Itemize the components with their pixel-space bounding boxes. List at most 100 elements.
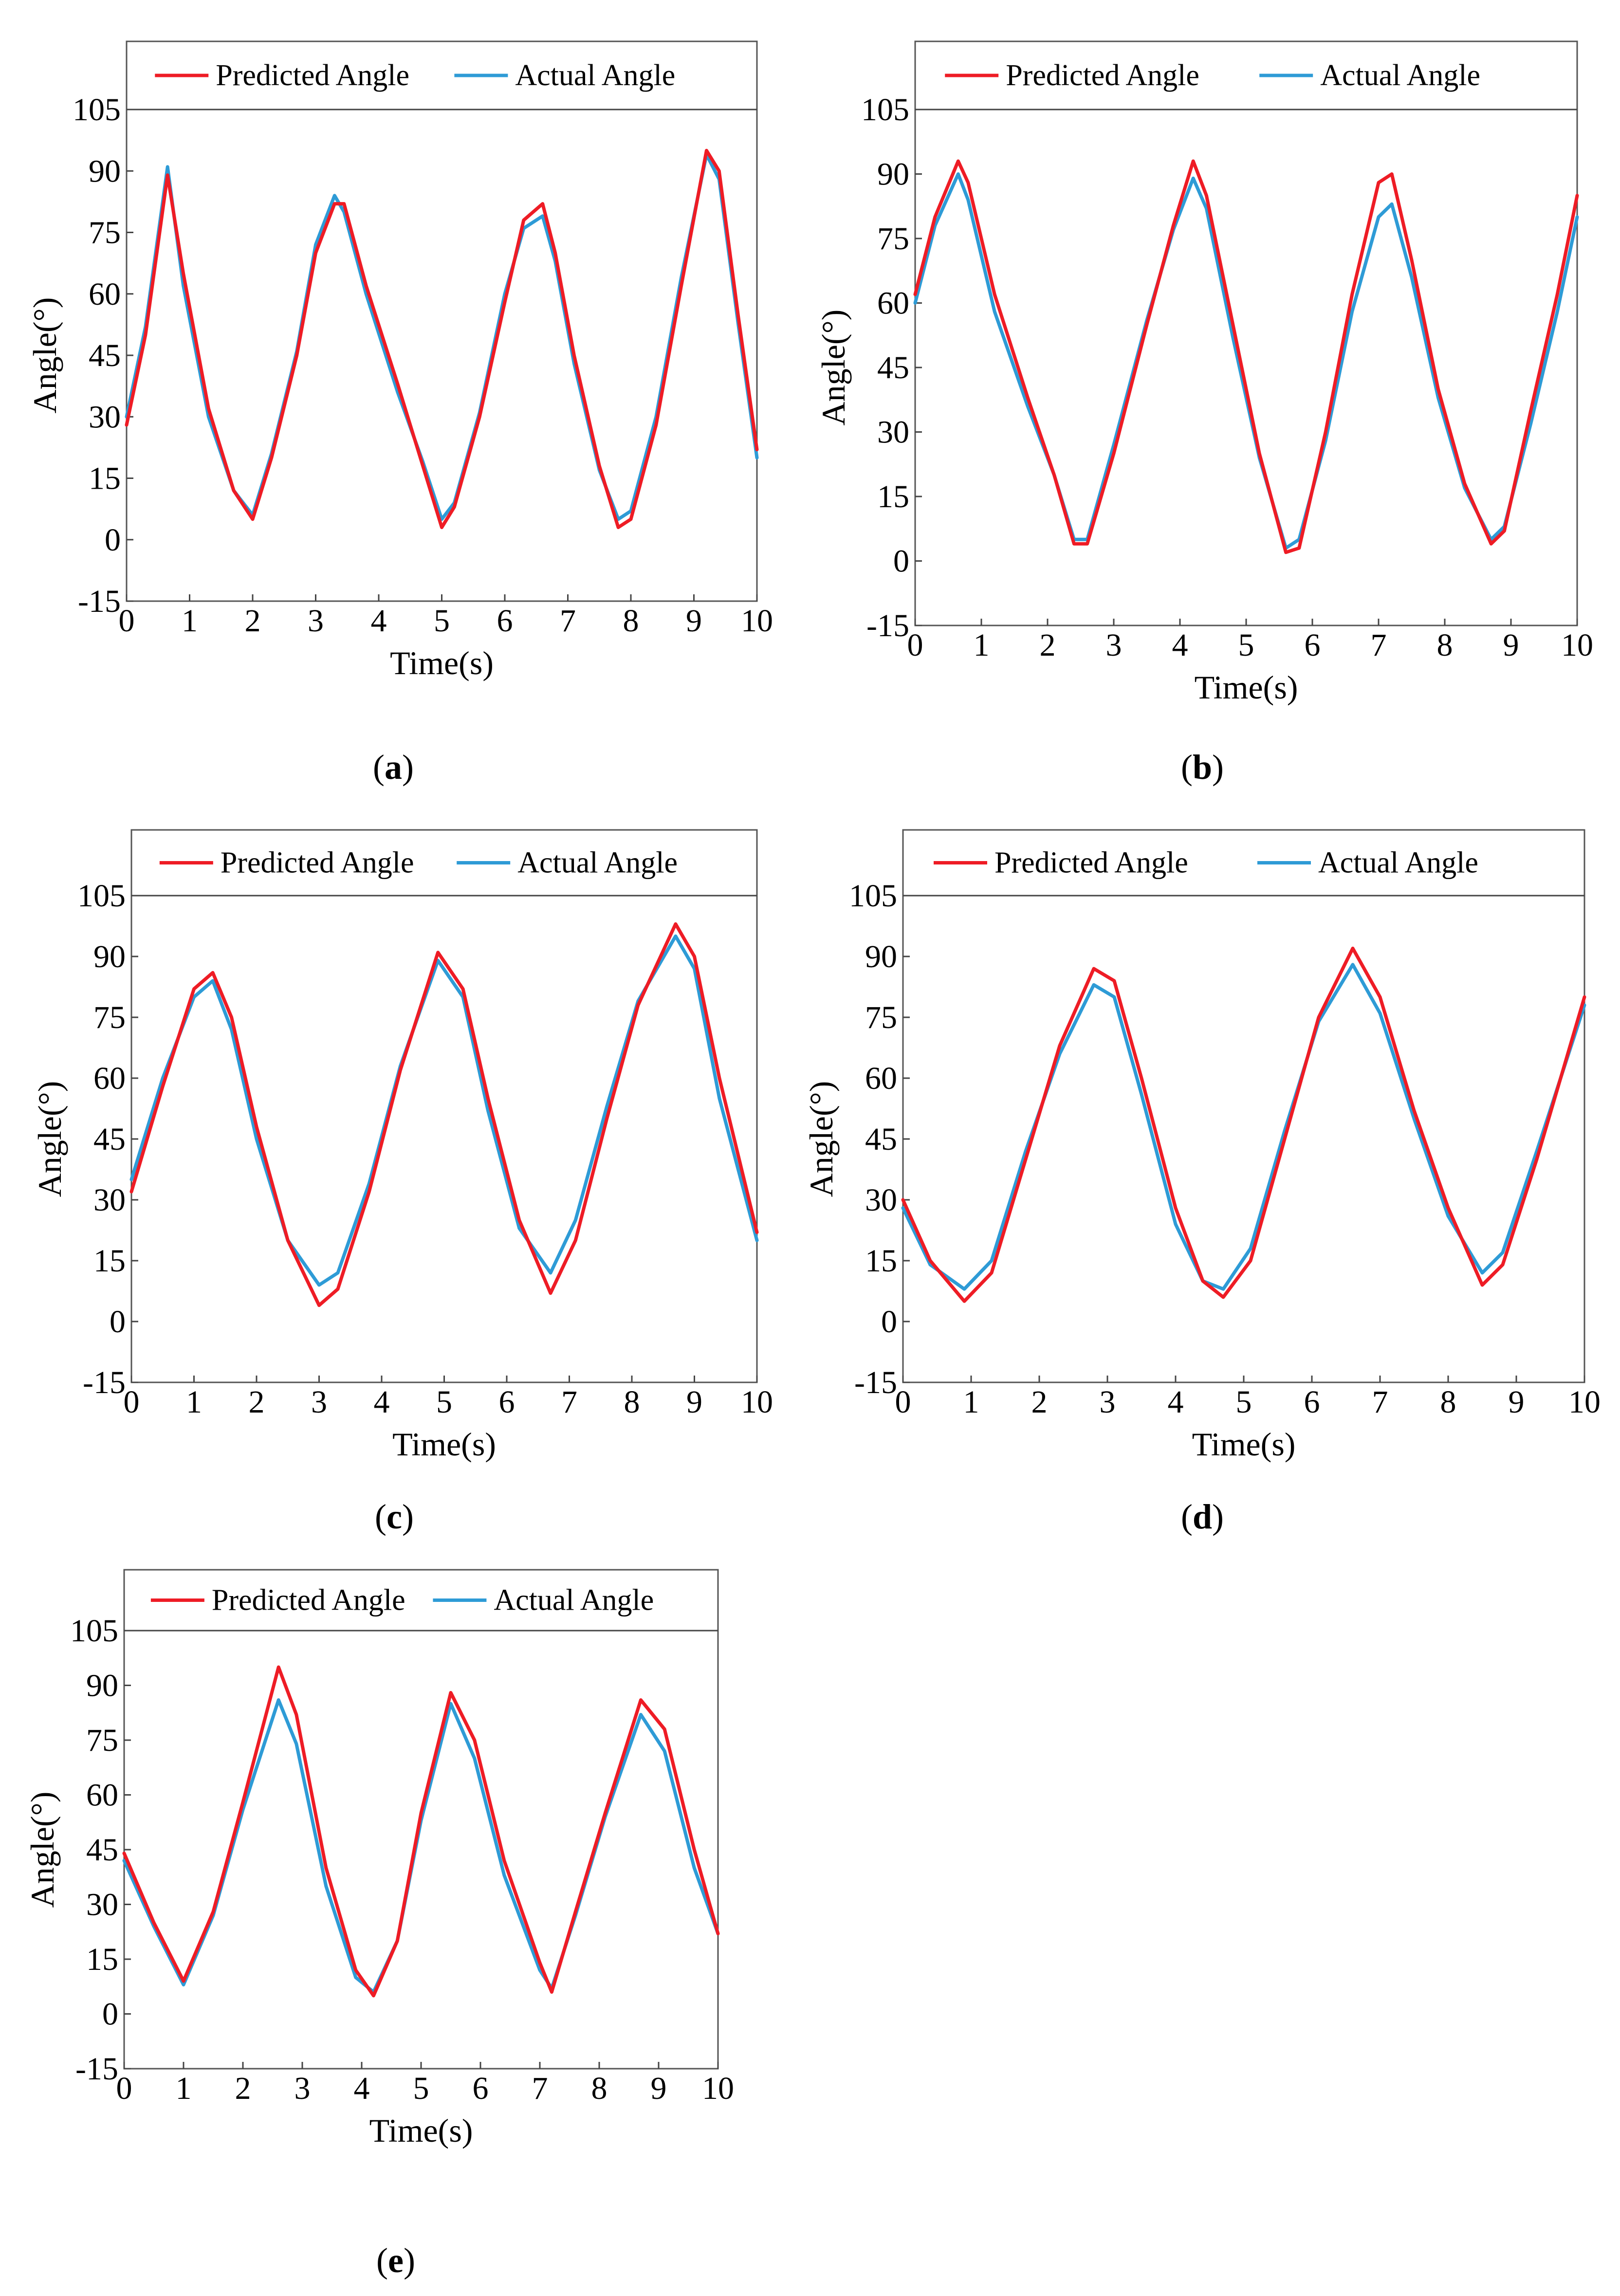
- x-axis-title: Time(s): [1192, 1426, 1296, 1463]
- y-tick-label: 60: [865, 1061, 897, 1096]
- chart-panel: Predicted Angle Actual Angle-150153045607…: [803, 829, 1601, 1536]
- y-tick-label: 30: [89, 399, 121, 435]
- x-tick-label: 0: [124, 1384, 140, 1420]
- y-tick-label: 75: [89, 215, 121, 251]
- x-tick-label: 3: [311, 1384, 327, 1420]
- y-tick-label: 105: [849, 878, 897, 914]
- legend-actual-label: Actual Angle: [494, 1584, 654, 1617]
- actual-angle-line: [901, 963, 1586, 1291]
- x-tick-label: 5: [413, 2071, 429, 2106]
- x-tick-label: 6: [473, 2071, 489, 2106]
- y-tick-label: -15: [866, 608, 909, 643]
- x-tick-label: 3: [295, 2071, 311, 2106]
- x-tick-label: 9: [686, 1384, 702, 1420]
- y-tick-label: 75: [877, 221, 909, 257]
- y-tick-label: 30: [86, 1887, 118, 1923]
- legend-actual-label: Actual Angle: [1320, 59, 1480, 92]
- x-tick-label: 5: [1236, 1384, 1252, 1420]
- legend-predicted-label: Predicted Angle: [221, 846, 414, 880]
- x-tick-label: 0: [895, 1384, 911, 1420]
- panel-label-part: c: [387, 1497, 402, 1536]
- panel-label-part: (: [373, 748, 385, 787]
- chart-panel: Predicted Angle Actual Angle-150153045607…: [31, 829, 773, 1536]
- x-tick-label: 6: [497, 603, 513, 639]
- x-tick-label: 9: [1503, 627, 1519, 663]
- y-tick-label: 60: [89, 276, 121, 312]
- y-tick-label: 60: [877, 286, 909, 321]
- y-tick-label: 105: [70, 1613, 118, 1649]
- legend: Predicted Angle Actual Angle: [934, 846, 1478, 880]
- y-tick-label: 45: [89, 338, 121, 373]
- plot-frame: [914, 40, 1578, 626]
- plot-frame: [130, 829, 758, 1383]
- panel-label-part: (: [375, 1497, 387, 1536]
- panel-label-part: (: [1181, 748, 1193, 787]
- y-tick-label: -15: [75, 2051, 118, 2087]
- y-tick-label: 90: [93, 939, 126, 974]
- predicted-angle-line: [129, 922, 759, 1307]
- x-tick-label: 0: [907, 627, 923, 663]
- y-axis-title: Angle(°): [815, 310, 852, 426]
- y-axis-title: Angle(°): [26, 297, 63, 414]
- x-tick-label: 3: [1100, 1384, 1116, 1420]
- predicted-angle-line: [901, 946, 1586, 1303]
- y-tick-label: 90: [86, 1668, 118, 1704]
- x-tick-label: 8: [1437, 627, 1453, 663]
- x-tick-label: 2: [1031, 1384, 1048, 1420]
- x-axis-title: Time(s): [369, 2112, 473, 2149]
- y-tick-label: 75: [86, 1723, 118, 1758]
- panel-label: (b): [1181, 748, 1224, 787]
- actual-angle-line: [129, 934, 759, 1287]
- x-tick-label: 7: [1372, 1384, 1388, 1420]
- y-tick-label: 0: [102, 1997, 118, 2032]
- y-tick-label: 90: [89, 153, 121, 189]
- y-tick-label: 60: [93, 1061, 126, 1096]
- panel-label-part: ): [404, 2241, 415, 2280]
- actual-angle-line: [125, 153, 759, 521]
- y-tick-label: -15: [83, 1365, 126, 1400]
- y-tick-label: 60: [86, 1778, 118, 1813]
- y-tick-label: 45: [93, 1121, 126, 1157]
- y-tick-label: 30: [865, 1182, 897, 1218]
- x-tick-label: 2: [235, 2071, 251, 2106]
- x-tick-label: 1: [974, 627, 990, 663]
- panel-label-part: b: [1193, 748, 1212, 787]
- x-tick-label: 4: [371, 603, 387, 639]
- x-tick-label: 8: [1440, 1384, 1456, 1420]
- x-tick-label: 2: [245, 603, 261, 639]
- x-tick-label: 3: [1106, 627, 1122, 663]
- y-tick-label: -15: [78, 584, 121, 619]
- plot-frame: [902, 829, 1585, 1383]
- x-tick-label: 8: [623, 603, 639, 639]
- legend-actual-label: Actual Angle: [1318, 846, 1478, 880]
- x-tick-label: 5: [436, 1384, 452, 1420]
- x-tick-label: 0: [119, 603, 135, 639]
- y-tick-label: 0: [110, 1304, 126, 1340]
- x-tick-label: 4: [354, 2071, 370, 2106]
- panel-label-part: ): [402, 748, 414, 787]
- x-tick-label: 7: [1371, 627, 1387, 663]
- y-tick-label: 0: [105, 522, 121, 558]
- legend: Predicted Angle Actual Angle: [159, 846, 678, 880]
- x-tick-label: 0: [116, 2071, 132, 2106]
- x-axis-title: Time(s): [392, 1426, 496, 1463]
- legend-predicted-label: Predicted Angle: [994, 846, 1188, 880]
- predicted-angle-line: [122, 1665, 720, 1998]
- x-tick-label: 8: [591, 2071, 608, 2106]
- y-tick-label: 105: [77, 878, 126, 914]
- chart-panel: Predicted Angle Actual Angle-150153045607…: [24, 1569, 734, 2280]
- x-tick-label: 3: [308, 603, 324, 639]
- panel-label: (c): [375, 1497, 414, 1536]
- x-tick-label: 6: [1305, 627, 1321, 663]
- y-axis-title: Angle(°): [803, 1081, 840, 1197]
- y-tick-label: 90: [865, 939, 897, 974]
- x-tick-label: 5: [1238, 627, 1254, 663]
- x-tick-label: 9: [651, 2071, 667, 2106]
- x-tick-label: 4: [374, 1384, 390, 1420]
- x-tick-label: 7: [561, 1384, 577, 1420]
- panel-label-part: (: [376, 2241, 388, 2280]
- y-axis-title: Angle(°): [31, 1081, 68, 1197]
- x-tick-label: 1: [182, 603, 198, 639]
- x-tick-label: 4: [1168, 1384, 1184, 1420]
